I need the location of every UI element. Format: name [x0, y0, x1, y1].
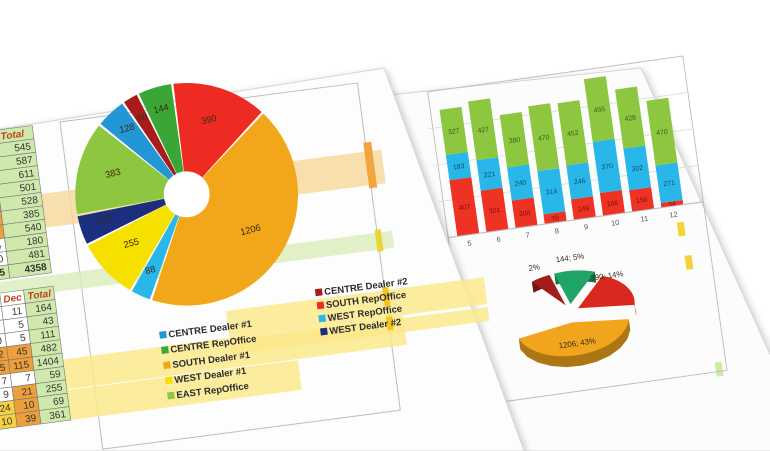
svg-text:2%: 2%	[528, 262, 540, 272]
svg-text:24: 24	[0, 403, 12, 415]
svg-text:501: 501	[19, 182, 37, 195]
svg-text:111: 111	[40, 329, 57, 342]
svg-text:385: 385	[22, 208, 40, 221]
svg-text:69: 69	[53, 396, 66, 408]
svg-text:21: 21	[21, 386, 34, 398]
svg-text:528: 528	[21, 195, 39, 208]
svg-text:59: 59	[49, 369, 62, 381]
svg-text:34: 34	[668, 201, 677, 209]
svg-text:10: 10	[23, 400, 36, 412]
svg-text:481: 481	[28, 248, 46, 261]
svg-text:11: 11	[640, 214, 649, 224]
svg-text:361: 361	[49, 409, 67, 422]
svg-text:10: 10	[611, 218, 620, 228]
svg-text:164: 164	[35, 302, 53, 315]
svg-text:540: 540	[24, 222, 42, 235]
svg-text:482: 482	[40, 342, 58, 355]
svg-text:611: 611	[18, 168, 36, 181]
svg-text:45: 45	[16, 346, 29, 358]
svg-text:255: 255	[45, 382, 63, 395]
svg-text:587: 587	[15, 155, 33, 168]
svg-text:545: 545	[14, 141, 32, 154]
svg-text:11: 11	[11, 306, 23, 318]
svg-text:115: 115	[13, 359, 31, 372]
svg-text:39: 39	[25, 413, 38, 425]
svg-text:10: 10	[1, 416, 14, 428]
svg-text:43: 43	[42, 315, 55, 327]
svg-text:180: 180	[26, 235, 44, 248]
svg-text:12: 12	[669, 210, 678, 220]
